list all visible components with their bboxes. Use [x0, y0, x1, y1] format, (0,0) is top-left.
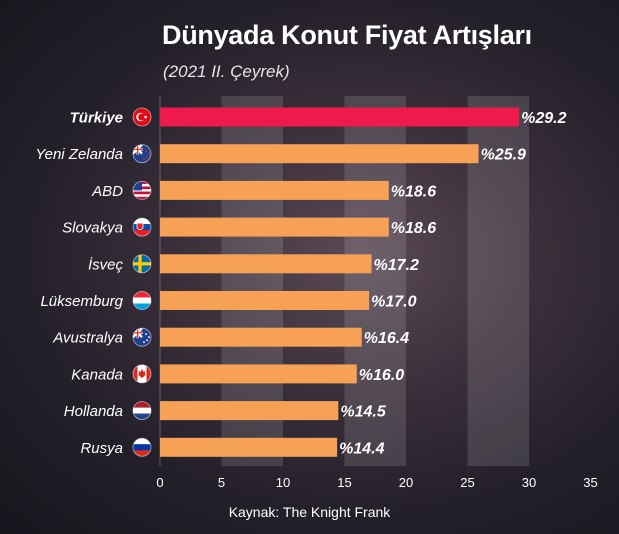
category-label: Yeni Zelanda — [35, 146, 123, 163]
category-label: Kanada — [71, 366, 123, 383]
x-tick-label: 10 — [276, 475, 290, 490]
value-label: %18.6 — [391, 183, 436, 200]
bar — [160, 291, 370, 310]
value-label: %14.5 — [340, 404, 386, 421]
chart-title: Dünyada Konut Fiyat Artışları — [162, 20, 532, 50]
category-label: Slovakya — [62, 220, 123, 237]
turkey-flag-icon — [132, 107, 152, 127]
new-zealand-flag-icon — [132, 144, 152, 164]
category-label: ABD — [91, 183, 123, 200]
x-tick-label: 30 — [522, 475, 536, 490]
slovakia-flag-icon — [132, 217, 152, 237]
x-tick-label: 35 — [583, 475, 597, 490]
bar — [160, 107, 520, 127]
category-label: İsveç — [88, 256, 124, 273]
australia-flag-icon — [132, 327, 152, 347]
bar — [160, 401, 339, 421]
bar — [160, 437, 338, 457]
bar — [160, 254, 372, 274]
x-tick-label: 20 — [399, 475, 413, 490]
x-tick-label: 15 — [337, 475, 351, 490]
netherlands-flag-icon — [132, 401, 152, 421]
category-label: Avustralya — [52, 330, 123, 347]
bar — [160, 364, 357, 384]
value-label: %18.6 — [391, 220, 436, 237]
x-tick-label: 0 — [156, 475, 163, 490]
bar — [160, 180, 389, 200]
x-tick-label: 5 — [218, 475, 225, 490]
category-label: Hollanda — [64, 403, 123, 420]
category-label: Lüksemburg — [40, 293, 123, 310]
luxembourg-flag-icon — [132, 291, 152, 310]
bar — [160, 327, 362, 347]
chart-subtitle: (2021 II. Çeyrek) — [163, 62, 290, 81]
value-label: %29.2 — [521, 110, 566, 127]
bar — [160, 217, 389, 237]
x-tick-label: 25 — [460, 475, 474, 490]
source-note: Kaynak: The Knight Frank — [228, 504, 391, 520]
value-label: %16.0 — [359, 367, 404, 384]
value-label: %14.4 — [339, 440, 384, 457]
russia-flag-icon — [132, 437, 152, 457]
value-label: %16.4 — [364, 330, 409, 347]
category-label: Türkiye — [70, 110, 123, 127]
category-label: Rusya — [80, 440, 123, 457]
bar — [160, 144, 479, 164]
sweden-flag-icon — [132, 254, 152, 274]
value-label: %25.9 — [481, 147, 526, 164]
value-label: %17.2 — [374, 257, 419, 274]
value-label: %17.0 — [371, 294, 416, 311]
canada-flag-icon — [132, 364, 152, 384]
usa-flag-icon — [132, 180, 152, 200]
